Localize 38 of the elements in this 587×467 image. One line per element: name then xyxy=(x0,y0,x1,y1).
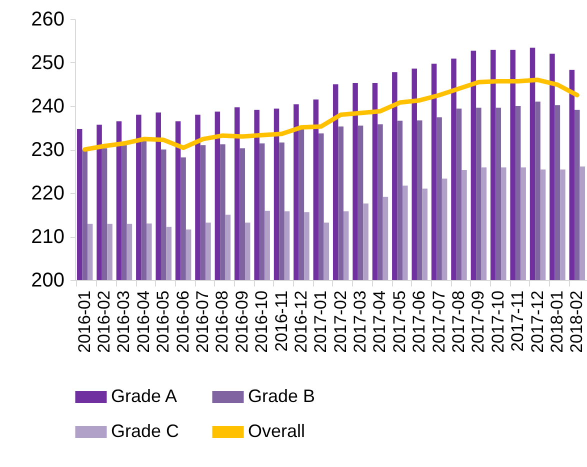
x-tick-label: 2017-11 xyxy=(508,290,528,352)
x-tick-label: 2017-03 xyxy=(350,290,370,353)
y-tick-label: 250 xyxy=(31,52,64,74)
x-tick-label: 2017-08 xyxy=(449,290,468,353)
x-tick-label: 2016-02 xyxy=(94,290,114,353)
x-tick-label: 2017-02 xyxy=(330,290,350,353)
legend-label: Grade A xyxy=(111,386,178,406)
x-tick-label: 2016-08 xyxy=(212,290,232,353)
x-tick-label: 2018-01 xyxy=(547,290,566,353)
x-tick-label: 2017-05 xyxy=(390,290,409,353)
legend-label: Overall xyxy=(248,421,306,441)
x-tick-label: 2016-01 xyxy=(74,290,94,353)
x-tick-label: 2016-11 xyxy=(272,290,291,352)
x-tick-label: 2017-12 xyxy=(528,290,547,353)
y-tick-label: 240 xyxy=(31,96,64,118)
x-tick-label: 2016-05 xyxy=(154,290,173,353)
x-tick-label: 2017-07 xyxy=(429,290,448,353)
x-tick-label: 2016-03 xyxy=(114,290,134,353)
legend-label: Grade B xyxy=(248,386,316,406)
y-tick-label: 260 xyxy=(31,8,64,30)
legend-label: Grade C xyxy=(111,421,180,441)
y-tick-label: 210 xyxy=(31,226,64,248)
x-tick-label: 2017-09 xyxy=(468,290,488,353)
y-tick-label: 230 xyxy=(31,139,64,161)
y-tick-label: 200 xyxy=(31,270,64,292)
x-tick-label: 2017-04 xyxy=(370,290,390,353)
x-tick-label: 2016-09 xyxy=(232,290,252,353)
x-tick-label: 2016-06 xyxy=(173,290,192,353)
x-tick-label: 2017-10 xyxy=(488,290,508,353)
x-tick-label: 2018-02 xyxy=(567,290,586,353)
x-tick-label: 2016-12 xyxy=(291,290,310,353)
x-tick-label: 2016-07 xyxy=(193,290,212,353)
line-series xyxy=(82,78,580,152)
x-tick-label: 2016-10 xyxy=(252,290,272,353)
y-tick-label: 220 xyxy=(31,182,64,204)
x-tick-label: 2017-06 xyxy=(410,290,429,353)
x-tick-label: 2016-04 xyxy=(134,290,153,353)
x-tick-label: 2017-01 xyxy=(311,290,330,353)
